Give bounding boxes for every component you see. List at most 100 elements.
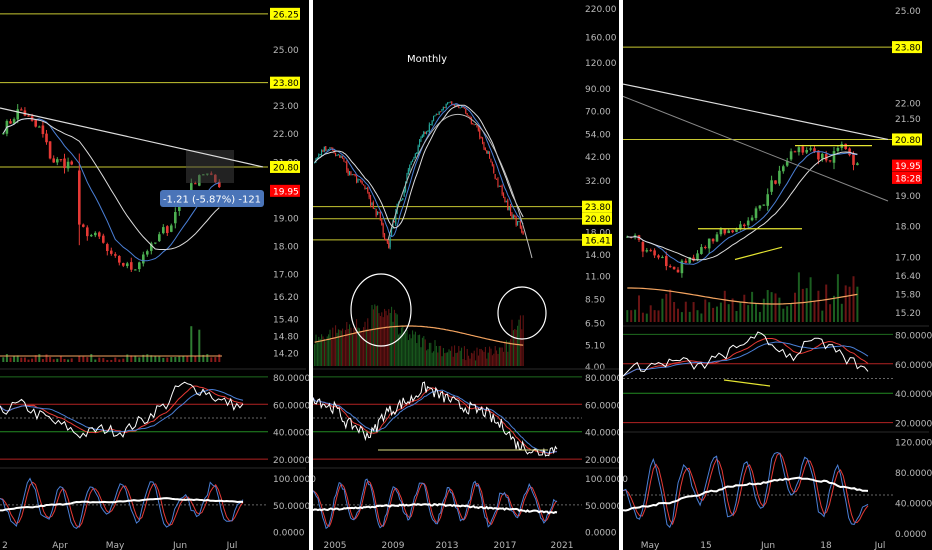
volume-bar bbox=[398, 334, 400, 366]
volume-bar bbox=[487, 352, 489, 366]
osc-tick-label: 120.0000 bbox=[895, 439, 932, 449]
panel-3-stoch-pane: 120.0000 80.0000 40.0000 0.0000 bbox=[622, 439, 932, 540]
candle-body bbox=[78, 170, 81, 225]
candle-body bbox=[90, 235, 93, 237]
candle-body bbox=[360, 179, 362, 182]
candle-body bbox=[353, 174, 355, 176]
volume-highlight-circle bbox=[497, 286, 547, 340]
volume-bar bbox=[382, 317, 384, 366]
volume-bar bbox=[438, 346, 440, 366]
volume-bar bbox=[349, 324, 351, 366]
volume-ma-line bbox=[627, 287, 858, 305]
x-tick-label: Jun bbox=[760, 541, 775, 550]
volume-bar bbox=[490, 348, 492, 366]
volume-bar bbox=[52, 359, 55, 362]
price-tick-label: 22.00 bbox=[273, 130, 299, 140]
volume-bar bbox=[747, 305, 750, 322]
candle-body bbox=[16, 109, 19, 120]
trend-line-lower bbox=[622, 95, 889, 202]
price-tick-label: 25.00 bbox=[273, 46, 299, 56]
volume-bar bbox=[829, 304, 832, 322]
candle-body bbox=[805, 150, 808, 153]
volume-bar bbox=[477, 355, 479, 366]
candle-body bbox=[519, 221, 521, 228]
volume-bar bbox=[770, 292, 773, 322]
stoch-d-line bbox=[622, 452, 869, 526]
stoch-k-line bbox=[312, 478, 558, 530]
candle-body bbox=[393, 221, 395, 223]
volume-bar bbox=[680, 312, 683, 322]
volume-bar bbox=[751, 291, 754, 322]
candle-body bbox=[398, 201, 400, 204]
volume-bar bbox=[435, 346, 437, 366]
osc-tick-label: 50.0000 bbox=[273, 502, 310, 512]
volume-bar bbox=[755, 303, 757, 322]
candle-body bbox=[381, 220, 383, 225]
candle-body bbox=[750, 217, 754, 221]
volume-bar bbox=[482, 350, 484, 366]
volume-bar bbox=[661, 298, 664, 322]
volume-bar bbox=[315, 334, 317, 366]
candle-body bbox=[522, 231, 524, 235]
rsi-ma-line bbox=[0, 388, 244, 433]
candle-body bbox=[508, 207, 510, 210]
candle-body bbox=[367, 187, 369, 192]
price-tick-label: 18.00 bbox=[273, 243, 299, 253]
candle-body bbox=[38, 126, 41, 128]
volume-bar bbox=[825, 284, 828, 322]
volume-bar bbox=[142, 354, 145, 362]
price-tick-label: 22.00 bbox=[895, 100, 921, 110]
volume-bar bbox=[379, 315, 381, 366]
volume-bar bbox=[377, 305, 379, 366]
candle-body bbox=[70, 161, 73, 165]
volume-bar bbox=[427, 349, 429, 366]
candle-body bbox=[435, 113, 437, 116]
volume-bar bbox=[645, 313, 648, 322]
candle-body bbox=[448, 102, 450, 104]
volume-bar bbox=[442, 348, 444, 366]
volume-bar bbox=[218, 354, 221, 362]
volume-bar bbox=[106, 359, 109, 362]
candle-body bbox=[385, 238, 387, 241]
candle-body bbox=[52, 158, 55, 163]
candle-body bbox=[793, 151, 797, 153]
panel-3-hlines bbox=[623, 46, 893, 140]
candle-body bbox=[118, 255, 121, 263]
candle-body bbox=[856, 163, 859, 166]
candle-body bbox=[497, 179, 499, 187]
volume-bar bbox=[9, 357, 12, 362]
candle-body bbox=[828, 160, 832, 162]
candle-body bbox=[386, 240, 388, 243]
price-tick-label: 120.00 bbox=[585, 59, 617, 69]
candle-body bbox=[512, 215, 514, 219]
volume-bar bbox=[417, 335, 419, 366]
volume-bar bbox=[20, 357, 23, 362]
panel-3: 25.00 22.00 21.50 19.00 18.00 17.00 16.40 15.80… bbox=[622, 7, 932, 550]
price-tick-label: 17.00 bbox=[895, 253, 921, 263]
candle-body bbox=[420, 137, 422, 141]
price-tick-label: 19.00 bbox=[895, 192, 921, 202]
volume-bar bbox=[63, 358, 66, 362]
volume-bar bbox=[90, 354, 93, 362]
panel-2-stoch-pane: 100.0000 50.0000 0.0000 bbox=[312, 475, 628, 539]
volume-bar bbox=[368, 330, 370, 366]
price-label-text: 20.80 bbox=[895, 136, 921, 146]
volume-bar bbox=[347, 328, 349, 366]
volume-bar bbox=[817, 290, 820, 322]
volume-bar bbox=[716, 306, 718, 322]
candle-body bbox=[711, 238, 715, 242]
volume-bar bbox=[459, 350, 461, 366]
volume-bar bbox=[326, 336, 328, 366]
panel-1-moving-averages bbox=[0, 107, 264, 262]
volume-bar bbox=[146, 354, 149, 362]
volume-bar bbox=[794, 292, 796, 322]
candle-body bbox=[649, 250, 652, 252]
osc-tick-label: 40.0000 bbox=[895, 390, 932, 400]
volume-bar bbox=[426, 350, 428, 366]
volume-bar bbox=[350, 327, 352, 366]
candle-body bbox=[130, 262, 133, 270]
support-trend-line bbox=[734, 246, 783, 261]
candle-body bbox=[377, 212, 379, 216]
candle-body bbox=[455, 104, 457, 107]
candle-body bbox=[789, 151, 793, 160]
